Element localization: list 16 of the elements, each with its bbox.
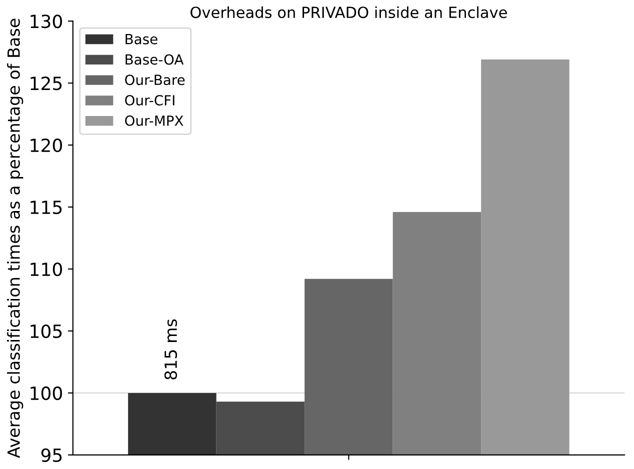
y-tick-label: 115 (30, 200, 62, 214)
y-tick-label: 110 (30, 262, 62, 276)
legend-label: Our-MPX (125, 115, 184, 126)
y-tick-label: 120 (30, 138, 62, 152)
legend-label: Our-CFI (125, 95, 174, 106)
legend-label: Base (126, 34, 158, 44)
y-tick-label: 125 (30, 76, 62, 90)
chart-title: Overheads on PRIVADO inside an Enclave (190, 6, 507, 18)
annotation: 815 ms (164, 319, 178, 380)
legend-label: Base-OA (126, 54, 184, 65)
y-axis-title: Average classification times as a percentage of Base (7, 18, 24, 458)
y-tick-label: 130 (30, 14, 62, 28)
y-tick-label: 95 (41, 448, 62, 462)
legend-label: Our-Bare (125, 74, 185, 86)
y-tick-label: 105 (30, 324, 62, 338)
y-tick-label: 100 (30, 386, 62, 400)
